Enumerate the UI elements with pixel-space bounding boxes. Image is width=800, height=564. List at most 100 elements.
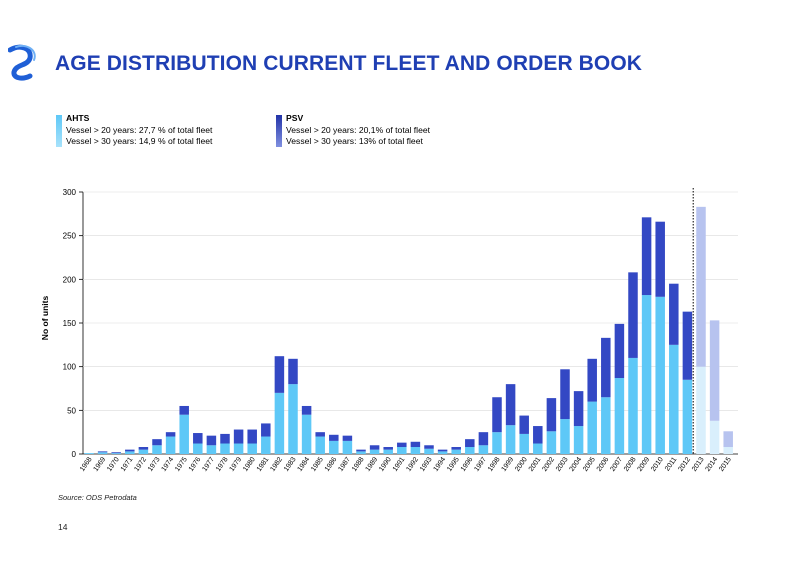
bar-psv [546,398,557,432]
x-tick-label: 2013 [691,456,706,473]
page-number: 14 [58,522,68,532]
bar-psv [410,441,421,448]
bar-ahts [301,414,312,454]
company-logo [8,44,36,81]
bar-ahts [356,451,366,454]
bar-psv [329,434,339,441]
bar-psv [125,449,135,452]
bar-psv [628,272,638,358]
x-tick-label: 1983 [283,456,298,473]
bar-ahts [546,431,557,454]
bar-psv [465,439,475,448]
x-tick-label: 1975 [174,456,189,473]
x-tick-label: 1991 [392,456,407,473]
page-title: AGE DISTRIBUTION CURRENT FLEET AND ORDER… [55,52,643,75]
bar-ahts [274,392,285,454]
bar-psv [641,217,652,296]
x-tick-label: 1994 [433,456,448,473]
legend-ahts: AHTS Vessel > 20 years: 27,7 % of total … [56,113,213,148]
bar-ahts [193,443,203,454]
bar-ahts [138,449,149,454]
bar-ahts [465,447,475,454]
x-tick-label: 1981 [256,456,271,473]
bar-psv [451,447,461,450]
bar-psv [533,426,543,444]
x-tick-label: 1999 [501,456,516,473]
bar-ahts [111,453,121,454]
bar-psv [152,439,162,446]
bar-ahts [560,419,570,454]
bar-psv [356,449,366,452]
bar-ahts [519,433,529,454]
y-tick-label: 0 [72,450,77,459]
bar-ahts [383,449,393,454]
x-tick-label: 1979 [229,456,244,473]
bar-ahts [587,401,597,454]
bar-psv [587,358,597,402]
bar-psv [424,445,434,449]
legend-ahts-line1: Vessel > 20 years: 27,7 % of total fleet [66,124,213,135]
bar-ahts [655,296,665,454]
legend-ahts-line2: Vessel > 30 years: 14,9 % of total fleet [66,136,213,146]
legend-psv-line1: Vessel > 20 years: 20,1% of total fleet [286,124,431,135]
legend-ahts-title: AHTS [66,113,90,123]
bar-ahts [628,357,638,454]
x-tick-label: 2010 [650,456,665,473]
x-tick-label: 1973 [147,456,162,473]
x-tick-label: 1989 [365,456,380,473]
bar-ahts [533,443,543,454]
x-tick-label: 2015 [718,456,733,473]
bar-ahts [247,443,257,454]
bar-psv [233,429,244,444]
x-tick-label: 2008 [623,456,638,473]
x-tick-label: 1970 [106,456,121,473]
bar-psv [492,397,502,433]
bar-ahts [424,448,434,454]
x-tick-label: 1969 [93,456,108,473]
y-axis-label: No of units [40,296,50,341]
x-tick-label: 2009 [637,456,652,473]
bar-ahts [682,379,693,454]
x-tick-label: 1984 [297,456,312,473]
bar-ahts [573,426,584,454]
legend-ahts-swatch [56,115,62,147]
x-tick-label: 2004 [569,456,584,473]
bar-psv [288,358,298,385]
bar-ahts [709,420,720,454]
bar-psv [614,323,625,379]
legend-psv-swatch [276,115,282,147]
bar-ahts [165,436,176,454]
bar-psv [723,431,733,448]
bar-psv [519,415,529,434]
bar-psv [669,283,679,345]
bar-psv [220,433,230,444]
bar-ahts [342,440,353,454]
y-tick-label: 250 [63,232,77,241]
bar-psv [709,320,720,421]
x-tick-label: 2002 [541,456,556,473]
bar-ahts [125,451,135,454]
bar-psv [111,452,121,454]
x-tick-label: 2006 [596,456,611,473]
x-tick-label: 2003 [555,456,570,473]
bar-ahts [233,443,244,454]
bar-psv [397,442,407,448]
bar-ahts [614,378,625,454]
legend-psv-title: PSV [286,113,304,123]
bar-ahts [696,366,706,454]
bar-ahts [206,445,217,454]
x-tick-label: 1992 [405,456,420,473]
bar-psv [206,435,217,446]
bar-psv [261,423,271,437]
bar-ahts [451,449,461,454]
x-tick-label: 2012 [677,456,692,473]
bar-ahts [410,447,421,454]
y-tick-label: 50 [67,406,76,415]
bar-ahts [723,447,733,454]
x-tick-label: 1971 [120,456,135,473]
bar-psv [573,391,584,427]
x-tick-label: 1985 [310,456,325,473]
bar-ahts [492,432,502,454]
x-tick-label: 1977 [201,456,216,473]
x-tick-label: 1990 [378,456,393,473]
